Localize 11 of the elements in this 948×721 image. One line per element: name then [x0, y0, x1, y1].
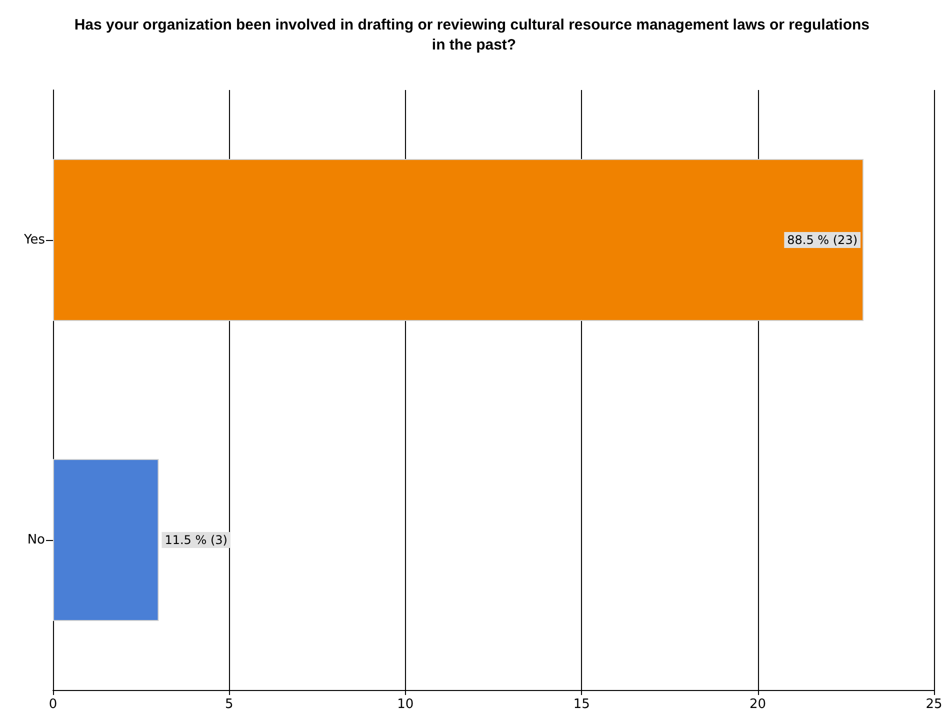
- x-tick-label: 5: [225, 697, 234, 712]
- x-tick-label: 0: [48, 697, 58, 712]
- data-label: 88.5 % (23): [787, 233, 858, 247]
- x-tick-label: 15: [573, 697, 590, 712]
- chart-title: Has your organization been involved in drafting or reviewing cultural resource management laws or regulations in the past?: [74, 16, 874, 54]
- data-label: 11.5 % (3): [164, 533, 228, 547]
- y-tick-label: Yes: [23, 232, 46, 248]
- x-tick-label: 10: [397, 697, 414, 712]
- y-tick-label: No: [27, 532, 46, 548]
- x-tick-label: 20: [750, 697, 766, 712]
- x-tick-label: 25: [926, 697, 942, 712]
